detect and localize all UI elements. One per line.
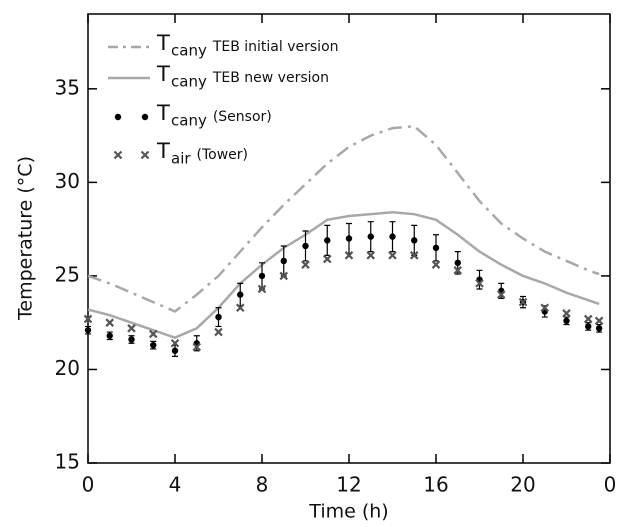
x-tick-label: 16 [423,473,448,497]
x-tick-label: 0 [604,473,617,497]
cross-marker [235,303,245,312]
cross-marker [453,266,463,275]
y-tick-label: 25 [55,262,80,286]
y-tick-label: 15 [55,450,80,474]
legend-swatch [141,113,149,121]
cross-marker [322,254,332,264]
dot-marker [128,336,135,343]
legend-subscript: cany [171,73,207,91]
dot-marker [432,244,440,252]
dot-marker [171,347,179,354]
legend-label: TEB new version [212,70,329,86]
cross-marker [83,314,93,324]
legend-label: TEB initial version [212,39,339,55]
cross-marker [388,251,397,260]
cross-marker [140,150,150,160]
dot-marker [585,323,592,330]
dot-marker [258,272,266,280]
dot-marker [345,235,353,242]
dot-marker [454,259,461,267]
dot-marker [237,291,244,298]
cross-marker [475,279,484,288]
dot-marker [367,233,374,240]
cross-marker [214,327,223,337]
cross-marker [170,338,180,348]
legend-label: (Tower) [197,147,248,163]
cross-marker [192,342,202,352]
dot-marker [150,341,157,349]
legend-symbol: T [156,31,170,55]
x-tick-label: 4 [169,473,182,497]
legend-subscript: cany [171,42,207,60]
cross-marker [113,150,123,160]
dot-marker [324,237,331,244]
cross-marker [583,314,593,324]
y-tick-label: 30 [55,169,80,193]
cross-marker [127,324,136,333]
dot-marker [389,233,396,240]
legend-symbol: T [156,101,170,125]
x-tick-label: 8 [256,473,269,497]
dot-marker [280,257,287,265]
legend-subscript: air [171,150,191,168]
dot-marker [106,332,113,339]
cross-marker [279,271,289,281]
y-tick-label: 20 [55,356,80,380]
y-axis-label: Temperature (°C) [15,156,37,321]
cross-marker [496,290,506,299]
dot-marker [215,313,222,321]
series-line [87,211,600,339]
legend-subscript: cany [171,112,207,130]
cross-marker [105,318,115,327]
x-axis-label: Time (h) [308,501,388,523]
cross-marker [518,297,528,307]
cross-marker [594,316,604,326]
series-line [87,124,600,313]
cross-marker [148,329,158,339]
dot-marker [302,242,309,250]
legend-symbol: T [156,62,170,86]
dot-marker [563,317,570,325]
dot-marker [595,325,603,332]
legend-label: (Sensor) [213,109,272,125]
cross-marker [562,309,571,318]
dot-marker [84,326,92,334]
legend-swatch [114,113,122,121]
y-tick-label: 35 [55,75,80,99]
cross-marker [409,251,419,260]
cross-marker [540,303,550,312]
cross-marker [366,251,376,260]
x-tick-label: 12 [336,473,361,497]
cross-marker [344,251,354,260]
x-tick-label: 0 [82,473,95,497]
dot-marker [411,237,418,244]
legend-symbol: T [156,139,170,163]
cross-marker [301,260,310,269]
x-tick-label: 20 [510,473,535,497]
cross-marker [257,284,267,294]
cross-marker [431,260,441,269]
